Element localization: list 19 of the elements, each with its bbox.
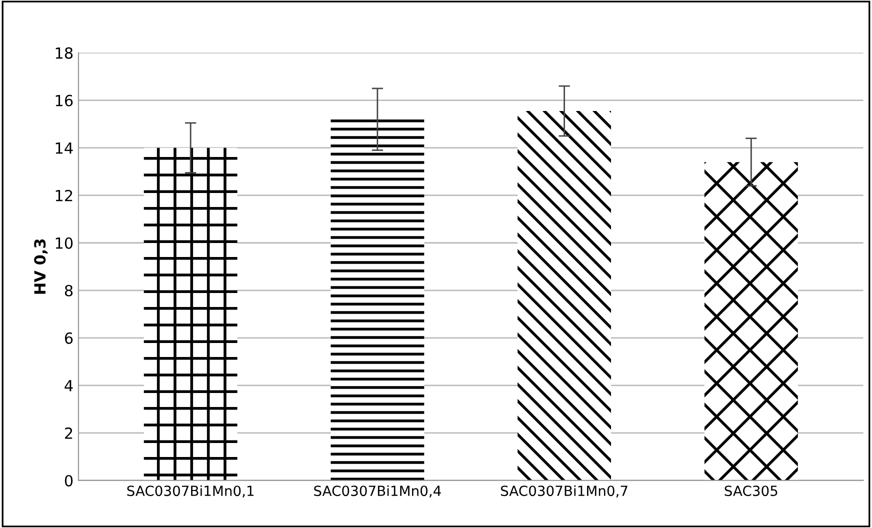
y-tick-label: 8 bbox=[64, 284, 73, 296]
bar bbox=[144, 148, 238, 480]
y-axis-title: HV 0,3 bbox=[34, 239, 48, 294]
y-tick-label: 14 bbox=[56, 142, 73, 154]
y-tick-label: 10 bbox=[56, 237, 73, 249]
x-tick-label: SAC305 bbox=[724, 486, 778, 496]
x-tick-label: SAC0307Bi1Mn0,1 bbox=[127, 485, 254, 498]
y-tick-label: 0 bbox=[64, 474, 73, 486]
y-tick-label: 4 bbox=[64, 380, 73, 392]
y-tick-label: 18 bbox=[56, 47, 73, 59]
y-tick-label: 12 bbox=[56, 190, 72, 202]
y-tick-label: 2 bbox=[65, 427, 72, 439]
x-tick-label: SAC0307Bi1Mn0,7 bbox=[500, 485, 628, 498]
bar bbox=[704, 162, 798, 480]
bar bbox=[518, 111, 612, 480]
bar bbox=[330, 119, 424, 480]
y-tick-label: 6 bbox=[64, 332, 73, 344]
x-tick-label: SAC0307Bi1Mn0,4 bbox=[314, 485, 441, 498]
y-tick-label: 16 bbox=[56, 94, 73, 106]
